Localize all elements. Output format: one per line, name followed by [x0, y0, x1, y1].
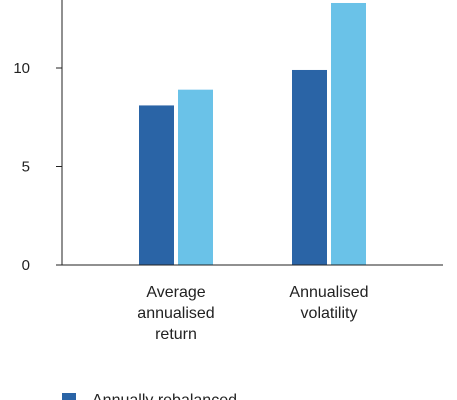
- bars: [139, 2, 366, 266]
- category-label: Annualised: [289, 284, 368, 301]
- category-label: Average: [146, 284, 205, 301]
- y-tick-label: 0: [22, 257, 30, 274]
- legend-swatch: [62, 393, 76, 400]
- legend-label: Annually rebalanced: [92, 392, 237, 400]
- category-label: return: [155, 326, 197, 343]
- legend: Annually rebalanced: [62, 392, 237, 400]
- category-label: annualised: [137, 305, 214, 322]
- bar-series-2-category-2: [331, 2, 366, 266]
- y-tick-label: 5: [22, 159, 30, 176]
- bar-series-2-category-1: [178, 89, 213, 265]
- bar-series-1-category-1: [139, 105, 174, 266]
- bar-series-1-category-2: [292, 69, 327, 265]
- x-axis-labels: Average annualised return Annualised volatil…: [137, 284, 368, 343]
- category-label: volatility: [301, 305, 358, 322]
- y-axis: 0 5 10: [13, 0, 63, 274]
- y-tick-label: 10: [13, 60, 30, 77]
